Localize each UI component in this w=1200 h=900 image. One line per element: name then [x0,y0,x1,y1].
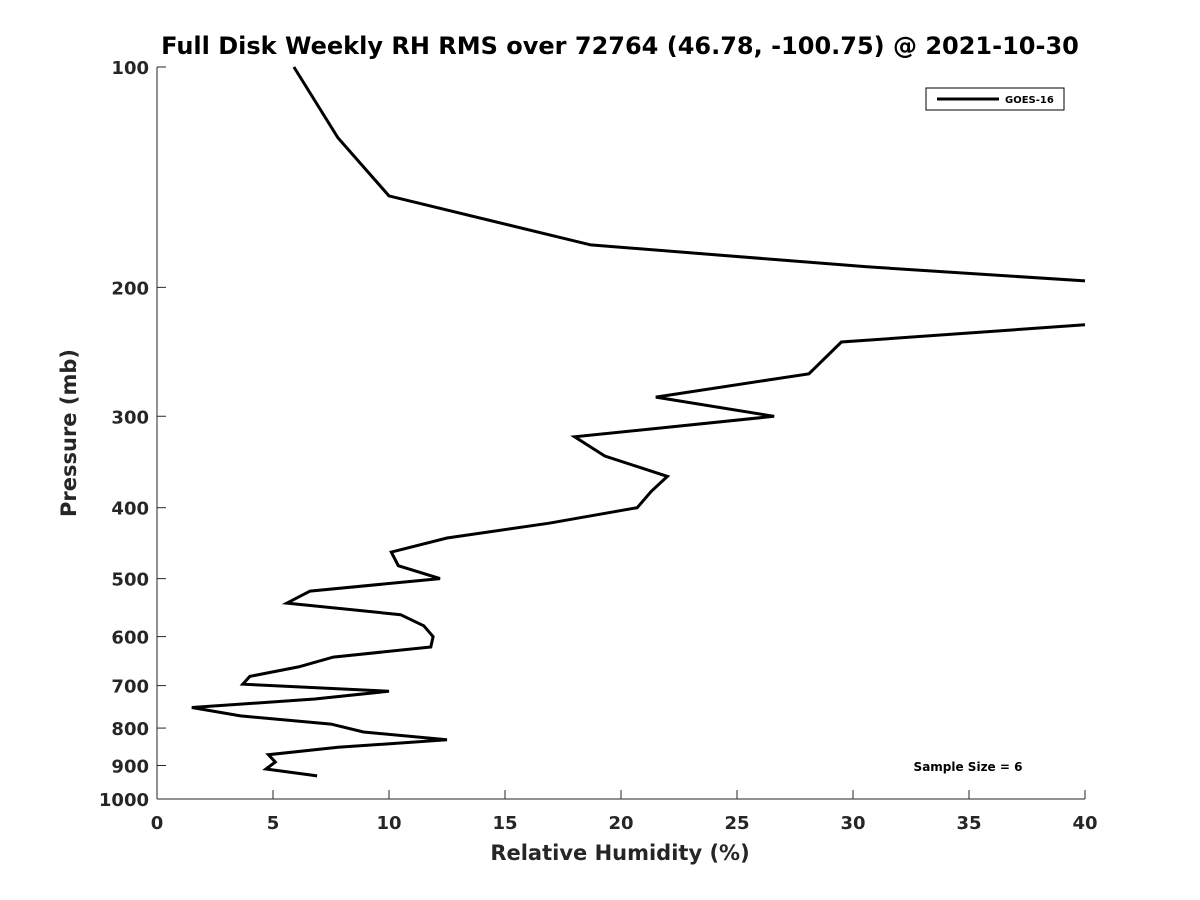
y-tick-label: 100 [111,58,149,79]
legend: GOES-16 [925,87,1065,111]
x-tick-label: 20 [608,813,633,834]
x-tick-label: 35 [956,813,981,834]
series-line-goes-16 [191,323,1086,778]
x-tick-label: 30 [840,813,865,834]
x-tick-label: 40 [1072,813,1097,834]
x-axis-label: Relative Humidity (%) [490,841,749,865]
x-tick-label: 15 [492,813,517,834]
plot-lines [191,66,1086,778]
axes: 0 5 10 15 20 25 30 35 40 100 200 300 400 500 600 700 800… [99,58,1098,834]
y-tick-label: 1000 [99,790,149,811]
legend-label: GOES-16 [1005,95,1054,106]
y-tick-label: 500 [111,570,149,591]
y-tick-label: 900 [111,757,149,778]
y-tick-label: 800 [111,719,149,740]
x-tick-label: 0 [151,813,164,834]
y-tick-label: 600 [111,628,149,649]
y-axis-label: Pressure (mb) [57,349,81,517]
y-tick-label: 400 [111,499,149,520]
sample-size-annotation: Sample Size = 6 [914,760,1023,774]
x-tick-label: 25 [724,813,749,834]
x-tick-label: 10 [376,813,401,834]
y-tick-label: 200 [111,278,149,299]
y-tick-label: 700 [111,677,149,698]
chart-title: Full Disk Weekly RH RMS over 72764 (46.7… [161,32,1079,60]
series-line-goes-16 [292,66,1086,283]
y-tick-label: 300 [111,407,149,428]
x-tick-label: 5 [267,813,280,834]
